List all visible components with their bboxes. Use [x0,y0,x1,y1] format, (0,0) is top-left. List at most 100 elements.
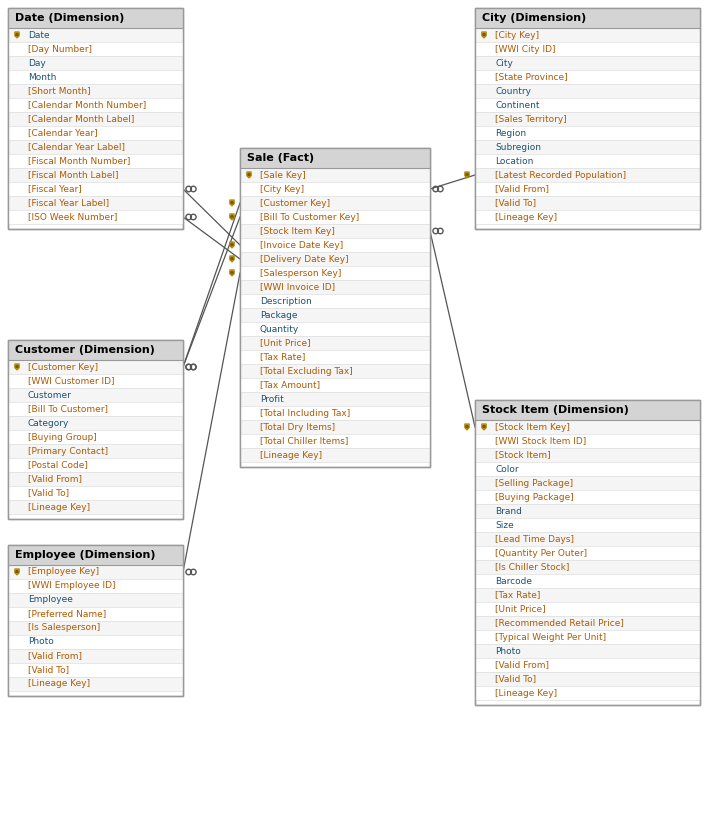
Text: Description: Description [260,297,312,306]
Text: Category: Category [28,418,69,427]
Text: [Fiscal Month Number]: [Fiscal Month Number] [28,157,130,166]
Text: [WWI Employee ID]: [WWI Employee ID] [28,582,115,591]
Bar [8,140,183,154]
Text: Date (Dimension): Date (Dimension) [15,13,125,23]
Bar [475,8,700,229]
Text: [Lineage Key]: [Lineage Key] [28,680,90,689]
Text: Customer (Dimension): Customer (Dimension) [15,345,155,355]
Bar [475,28,700,42]
Bar [8,8,183,28]
Text: [Quantity Per Outer]: [Quantity Per Outer] [495,548,587,557]
Bar [475,686,700,700]
Circle shape [16,365,18,368]
Text: Location: Location [495,157,533,166]
Bar [475,420,700,434]
Bar [475,112,700,126]
Bar [475,672,700,686]
Bar [8,545,183,696]
Bar [240,448,430,462]
Text: [Valid To]: [Valid To] [495,675,536,684]
Text: [Selling Package]: [Selling Package] [495,479,573,488]
Bar [8,444,183,458]
Text: [WWI Customer ID]: [WWI Customer ID] [28,377,115,386]
Text: Profit: Profit [260,395,284,404]
Bar [475,400,700,705]
Bar [8,168,183,182]
Text: [Buying Group]: [Buying Group] [28,432,97,441]
Bar [8,458,183,472]
Bar [240,392,430,406]
Text: [Valid To]: [Valid To] [28,666,69,675]
Text: [Valid From]: [Valid From] [28,475,82,484]
Text: [Stock Item]: [Stock Item] [495,450,551,459]
Text: [City Key]: [City Key] [495,30,539,39]
Text: [Tax Rate]: [Tax Rate] [260,352,305,361]
Bar [475,532,700,546]
Text: Quantity: Quantity [260,324,299,333]
Bar [240,364,430,378]
Bar [8,500,183,514]
Bar [240,196,430,210]
Text: [City Key]: [City Key] [260,185,304,194]
Bar [8,402,183,416]
Bar [8,210,183,224]
Polygon shape [464,424,469,430]
Bar [240,168,430,182]
Text: Date: Date [28,30,50,39]
Text: [Tax Amount]: [Tax Amount] [260,381,320,390]
Text: [Fiscal Year]: [Fiscal Year] [28,185,81,194]
Text: Month: Month [28,73,57,82]
Bar [8,545,183,565]
Text: [Employee Key]: [Employee Key] [28,568,99,577]
Bar [475,210,700,224]
Circle shape [231,202,233,203]
Bar [475,182,700,196]
Circle shape [16,33,18,36]
Text: Stock Item (Dimension): Stock Item (Dimension) [482,405,629,415]
Bar [475,616,700,630]
Bar [8,579,183,593]
Text: [Lineage Key]: [Lineage Key] [28,502,90,511]
Circle shape [16,570,18,573]
Text: [Typical Weight Per Unit]: [Typical Weight Per Unit] [495,632,606,641]
Bar [475,490,700,504]
Circle shape [231,257,233,260]
Bar [8,8,183,229]
Bar [475,518,700,532]
Bar [240,420,430,434]
Text: [Is Chiller Stock]: [Is Chiller Stock] [495,562,569,572]
Bar [8,340,183,360]
Text: [Total Chiller Items]: [Total Chiller Items] [260,436,348,445]
Bar [8,388,183,402]
Bar [8,416,183,430]
Bar [8,126,183,140]
Circle shape [248,173,250,176]
Text: [Primary Contact]: [Primary Contact] [28,447,108,456]
Bar [475,546,700,560]
Bar [475,8,700,229]
Text: Brand: Brand [495,507,522,516]
Bar [240,238,430,252]
Circle shape [466,173,468,176]
Bar [475,434,700,448]
Text: Region: Region [495,128,526,137]
Text: Package: Package [260,310,297,319]
Bar [475,70,700,84]
Bar [240,322,430,336]
Polygon shape [15,364,19,370]
Bar [8,340,183,519]
Text: [Customer Key]: [Customer Key] [28,363,98,372]
Bar [475,400,700,705]
Text: Employee (Dimension): Employee (Dimension) [15,550,156,560]
Text: Photo: Photo [495,646,521,655]
Circle shape [466,426,468,427]
Text: Photo: Photo [28,637,54,646]
Text: [Latest Recorded Population]: [Latest Recorded Population] [495,171,626,180]
Bar [475,196,700,210]
Text: [Lineage Key]: [Lineage Key] [495,212,557,221]
Text: [Lineage Key]: [Lineage Key] [495,689,557,698]
Text: Customer: Customer [28,391,72,400]
Bar [8,70,183,84]
Text: Continent: Continent [495,100,539,109]
Text: [Short Month]: [Short Month] [28,87,91,96]
